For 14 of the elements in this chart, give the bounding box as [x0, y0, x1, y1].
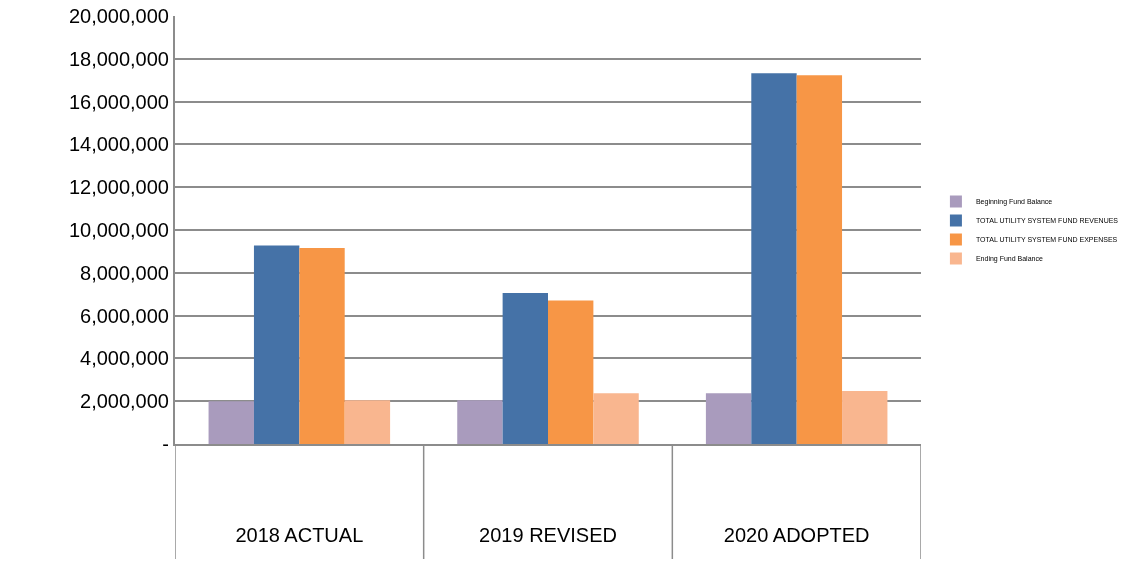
y-tick-label: 12,000,000: [68, 176, 169, 199]
y-tick-label: 14,000,000: [68, 133, 169, 156]
x-tick-label: 2019 REVISED: [479, 524, 617, 546]
y-tick-label: 18,000,000: [68, 47, 169, 70]
y-tick-label: 8,000,000: [80, 261, 169, 284]
y-tick-label: -: [162, 433, 169, 455]
x-tick-label: 2020 ADOPTED: [723, 524, 870, 546]
y-tick-label: 20,000,000: [68, 5, 169, 27]
y-tick-label: 6,000,000: [80, 304, 169, 327]
x-tick-label: 2018 ACTUAL: [235, 524, 364, 546]
y-tick-label: 4,000,000: [80, 347, 169, 370]
y-tick-label: 16,000,000: [68, 90, 169, 113]
y-tick-label: 2,000,000: [80, 390, 169, 413]
y-tick-label: 10,000,000: [68, 219, 169, 241]
